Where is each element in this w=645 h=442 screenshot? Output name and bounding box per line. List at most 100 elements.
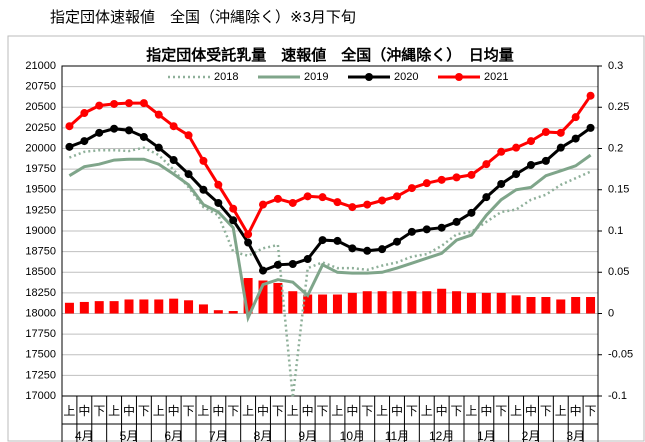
y2-tick-label: 0.1 <box>608 225 623 237</box>
x-tick-label: 下 <box>540 404 552 418</box>
point <box>110 99 119 108</box>
bar <box>362 291 372 314</box>
bar <box>124 299 134 314</box>
point <box>214 198 223 207</box>
point <box>154 143 163 152</box>
month-label: 12月 <box>429 429 454 442</box>
y2-tick-label: 0 <box>608 307 614 319</box>
point <box>139 132 148 141</box>
point <box>437 223 446 232</box>
point <box>199 185 208 194</box>
point <box>229 204 238 213</box>
bar <box>228 311 238 314</box>
legend-label: 2019 <box>304 71 328 83</box>
point <box>214 180 223 189</box>
y-tick-label: 19250 <box>25 204 56 216</box>
x-tick-label: 中 <box>257 403 269 418</box>
point <box>229 216 238 225</box>
point <box>363 200 372 209</box>
legend-label: 2018 <box>214 71 238 83</box>
y-tick-label: 18500 <box>25 266 56 278</box>
point <box>541 128 550 136</box>
bar <box>392 291 402 314</box>
bar <box>422 291 432 314</box>
point <box>527 161 535 169</box>
bar <box>154 299 164 314</box>
line-2021 <box>68 94 592 238</box>
y-tick-label: 19500 <box>25 184 56 196</box>
bar <box>347 292 357 314</box>
page-header: 指定団体速報値 全国（沖縄除く）※3月下旬 <box>50 8 356 26</box>
point <box>348 244 357 253</box>
x-tick-label: 上 <box>242 404 254 418</box>
legend-label: 2021 <box>484 71 508 83</box>
x-tick-label: 中 <box>78 403 90 418</box>
point <box>378 245 387 254</box>
y-tick-label: 17500 <box>25 349 56 361</box>
y-tick-label: 18250 <box>25 287 56 299</box>
point <box>303 255 312 264</box>
point <box>497 179 506 188</box>
bar <box>94 301 104 314</box>
point <box>288 198 297 207</box>
y-tick-label: 18000 <box>25 307 56 319</box>
bar <box>496 292 506 314</box>
point <box>556 128 565 137</box>
x-tick-label: 中 <box>212 403 224 418</box>
x-tick-label: 上 <box>63 404 75 418</box>
x-tick-label: 下 <box>317 404 329 418</box>
x-tick-label: 下 <box>272 404 284 418</box>
x-tick-label: 下 <box>406 404 418 418</box>
point <box>422 179 431 188</box>
bar <box>541 297 551 314</box>
x-tick-label: 下 <box>451 404 463 418</box>
point <box>571 134 580 143</box>
x-tick-label: 中 <box>302 403 314 418</box>
x-tick-label: 下 <box>495 404 507 418</box>
bar <box>511 295 521 314</box>
point <box>288 260 297 268</box>
bar <box>169 298 179 314</box>
x-tick-label: 中 <box>480 403 492 418</box>
y-tick-label: 20500 <box>25 101 56 113</box>
y2-tick-label: 0.05 <box>608 266 629 278</box>
y-tick-label: 17750 <box>25 328 56 340</box>
point <box>512 170 521 179</box>
point <box>452 173 461 182</box>
month-label: 2月 <box>522 429 541 442</box>
bar <box>258 280 268 314</box>
x-tick-label: 上 <box>331 404 343 418</box>
legend-marker <box>365 73 373 81</box>
x-tick-label: 中 <box>123 403 135 418</box>
point <box>199 156 208 165</box>
point <box>139 99 148 108</box>
x-tick-label: 下 <box>138 404 150 418</box>
point <box>422 225 431 234</box>
x-tick-label: 上 <box>555 404 567 418</box>
chart-frame <box>7 35 645 442</box>
point <box>95 128 104 137</box>
point <box>259 200 267 209</box>
y2-tick-label: -0.05 <box>608 349 633 361</box>
bar <box>437 288 447 314</box>
x-tick-label: 中 <box>391 403 403 418</box>
point <box>125 126 133 135</box>
bar <box>198 304 208 314</box>
point <box>125 99 133 108</box>
point <box>541 156 550 165</box>
bar <box>452 291 462 314</box>
point <box>303 192 312 201</box>
point <box>393 237 401 246</box>
bar <box>586 297 596 314</box>
y-tick-label: 19750 <box>25 163 56 175</box>
y-tick-label: 18750 <box>25 246 56 258</box>
y-tick-label: 17250 <box>25 369 56 381</box>
line-2019 <box>68 153 592 323</box>
x-tick-label: 下 <box>93 404 105 418</box>
y-tick-label: 20750 <box>25 81 56 93</box>
point <box>169 156 178 165</box>
point <box>497 147 506 156</box>
point <box>318 236 327 245</box>
bar <box>332 294 342 314</box>
